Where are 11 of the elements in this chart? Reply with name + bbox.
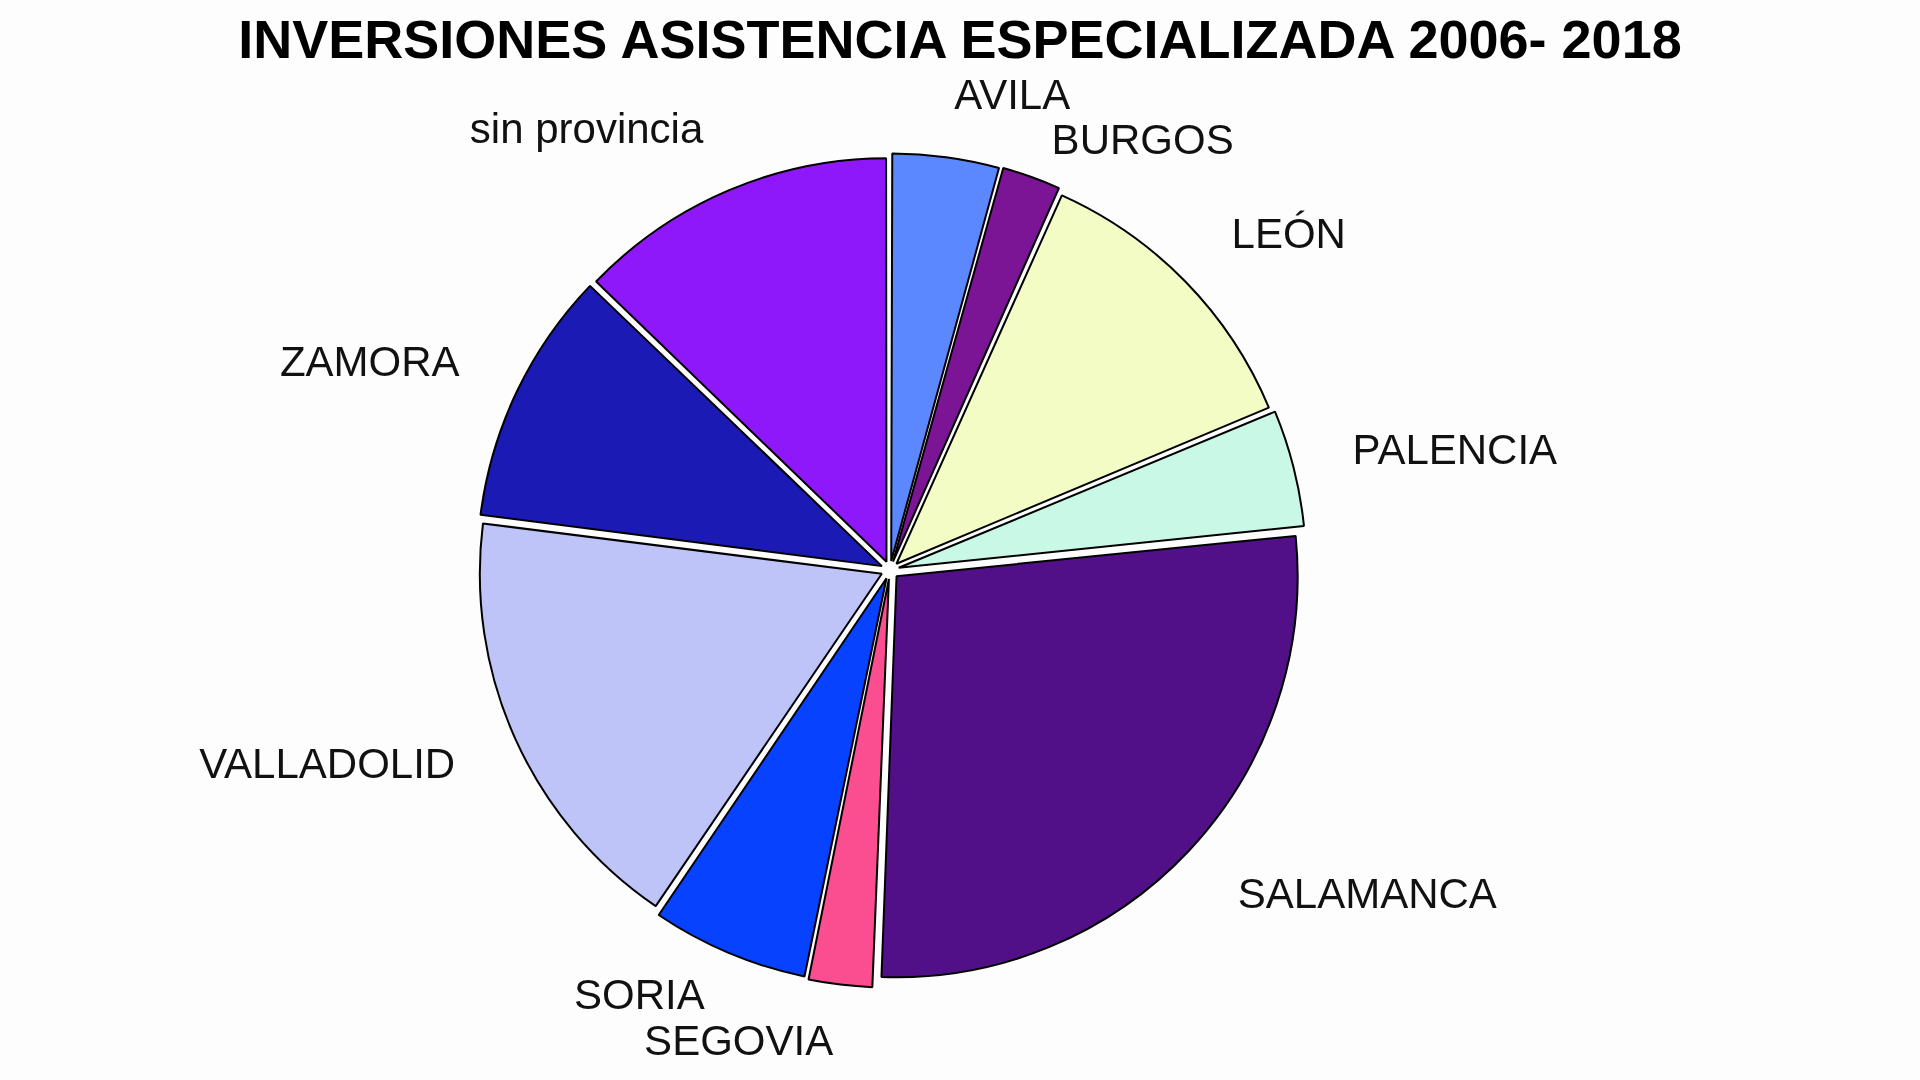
slice-label: ZAMORA	[279, 337, 460, 385]
slice-label: sin provincia	[469, 104, 704, 152]
slice-label: SEGOVIA	[644, 1017, 834, 1065]
slice-label: PALENCIA	[1352, 426, 1558, 474]
chart-title: INVERSIONES ASISTENCIA ESPECIALIZADA 2006- 2018	[237, 8, 1683, 70]
slice-label: SORIA	[573, 971, 705, 1019]
slice-label: VALLADOLID	[199, 739, 456, 787]
slice-label: BURGOS	[1051, 115, 1234, 163]
slice-label: LEÓN	[1231, 210, 1346, 258]
slice-label: SALAMANCA	[1237, 870, 1497, 918]
slice-label: AVILA	[954, 70, 1071, 118]
